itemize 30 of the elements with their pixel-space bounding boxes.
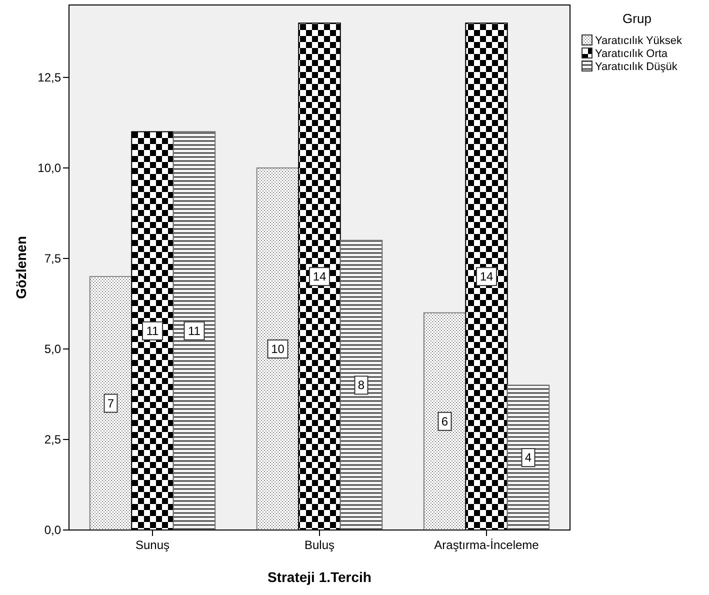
data-label: 14 [312, 270, 326, 284]
data-label: 14 [480, 270, 494, 284]
bar [89, 276, 132, 530]
data-label: 7 [107, 396, 114, 410]
data-label: 4 [524, 450, 532, 465]
x-tick-label: Araştırma-İnceleme [434, 538, 540, 552]
data-label: 11 [188, 324, 201, 338]
data-label: 8 [358, 378, 365, 392]
y-tick-label: 12,5 [38, 70, 62, 84]
bar [256, 167, 300, 530]
legend-label: Yaratıcılık Orta [595, 48, 668, 60]
x-axis-title: Strateji 1.Tercih [267, 569, 372, 585]
x-tick-label: Buluş [304, 538, 335, 552]
bar [340, 240, 383, 530]
x-tick-label: Sunuş [135, 538, 170, 552]
bar [506, 384, 550, 530]
data-label: 10 [271, 342, 285, 356]
legend-label: Yaratıcılık Yüksek [595, 35, 683, 47]
y-tick-label: 10,0 [38, 160, 62, 175]
bar [172, 131, 216, 530]
y-tick-label: 2,5 [44, 432, 62, 446]
legend-title: Grup [622, 11, 652, 26]
data-label: 11 [146, 324, 160, 338]
y-axis-title: Gözlenen [13, 236, 29, 300]
bar [423, 312, 466, 530]
y-tick-label: 5,0 [44, 342, 62, 356]
y-tick-label: 7,5 [44, 251, 62, 266]
y-tick-label: 0,0 [44, 523, 62, 537]
data-label: 6 [441, 414, 448, 428]
legend-label: Yaratıcılık Düşük [595, 61, 678, 73]
